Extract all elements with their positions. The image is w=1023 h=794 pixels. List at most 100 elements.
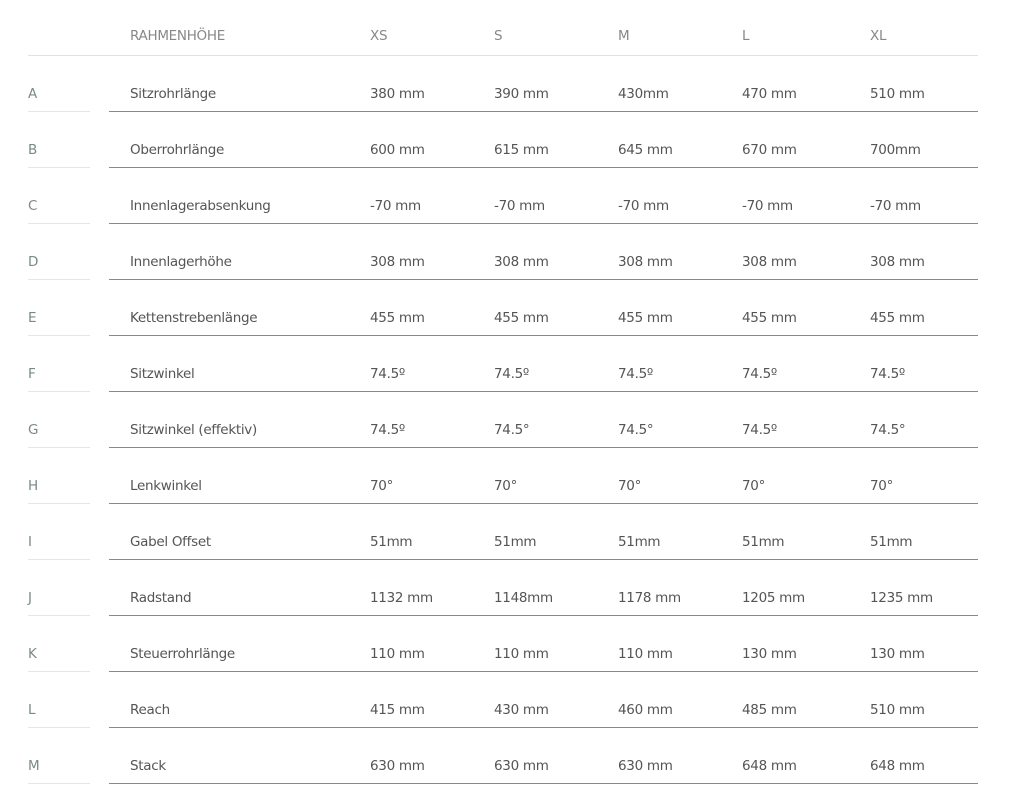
row-value: -70 mm — [370, 198, 421, 214]
row-divider — [109, 671, 978, 672]
row-value: 51mm — [870, 534, 913, 550]
row-value: 510 mm — [870, 86, 925, 102]
row-value: 460 mm — [618, 702, 673, 718]
row-divider — [109, 559, 978, 560]
row-value: 308 mm — [494, 254, 549, 270]
row-value: 308 mm — [618, 254, 673, 270]
table-row: K Steuerrohrlänge 110 mm 110 mm 110 mm 130 mm… — [0, 616, 1023, 672]
row-label: Kettenstrebenlänge — [130, 310, 258, 326]
row-letter: B — [28, 112, 90, 168]
row-label: Radstand — [130, 590, 192, 606]
row-divider — [109, 391, 978, 392]
row-value: -70 mm — [618, 198, 669, 214]
table-row: G Sitzwinkel (effektiv) 74.5º 74.5° 74.5° 74.… — [0, 392, 1023, 448]
row-value: 455 mm — [870, 310, 925, 326]
row-divider — [109, 615, 978, 616]
row-value: 1132 mm — [370, 590, 433, 606]
row-value: 630 mm — [494, 758, 549, 774]
row-letter-text: H — [28, 478, 38, 494]
row-value: 74.5° — [618, 422, 654, 438]
table-row: F Sitzwinkel 74.5º 74.5º 74.5º 74.5º 74.5º — [0, 336, 1023, 392]
row-letter: E — [28, 280, 90, 336]
row-label: Oberrohrlänge — [130, 142, 224, 158]
row-value: 1148mm — [494, 590, 553, 606]
row-label: Sitzwinkel (effektiv) — [130, 422, 257, 438]
row-value: 74.5° — [870, 422, 906, 438]
row-value: 70° — [618, 478, 642, 494]
row-value: 648 mm — [870, 758, 925, 774]
row-value: -70 mm — [494, 198, 545, 214]
row-value: 470 mm — [742, 86, 797, 102]
row-value: 455 mm — [742, 310, 797, 326]
table-header: RAHMENHÖHE XS S M L XL — [28, 0, 978, 56]
row-letter-text: D — [28, 254, 39, 270]
row-value: 455 mm — [370, 310, 425, 326]
row-divider — [109, 503, 978, 504]
row-value: 74.5º — [494, 366, 529, 382]
row-value: 130 mm — [742, 646, 797, 662]
table-row: I Gabel Offset 51mm 51mm 51mm 51mm 51mm — [0, 504, 1023, 560]
row-value: 308 mm — [870, 254, 925, 270]
row-letter: L — [28, 672, 90, 728]
row-letter-text: I — [28, 534, 32, 550]
row-letter-text: A — [28, 86, 37, 102]
row-value: 51mm — [742, 534, 785, 550]
header-size-s: S — [494, 28, 503, 44]
row-letter-text: E — [28, 310, 37, 326]
row-value: 630 mm — [370, 758, 425, 774]
row-value: 455 mm — [618, 310, 673, 326]
row-value: 74.5º — [742, 366, 777, 382]
row-value: 70° — [870, 478, 894, 494]
row-value: 430mm — [618, 86, 669, 102]
row-value: 430 mm — [494, 702, 549, 718]
row-letter-text: G — [28, 422, 39, 438]
row-value: 74.5º — [370, 366, 405, 382]
row-value: 1178 mm — [618, 590, 681, 606]
row-value: 670 mm — [742, 142, 797, 158]
row-label: Steuerrohrlänge — [130, 646, 235, 662]
row-label: Lenkwinkel — [130, 478, 202, 494]
row-label: Reach — [130, 702, 170, 718]
row-letter: M — [28, 728, 90, 784]
row-label: Stack — [130, 758, 166, 774]
row-value: 74.5º — [370, 422, 405, 438]
row-value: 110 mm — [494, 646, 549, 662]
row-letter: D — [28, 224, 90, 280]
row-value: 110 mm — [618, 646, 673, 662]
table-row: H Lenkwinkel 70° 70° 70° 70° 70° — [0, 448, 1023, 504]
row-value: 600 mm — [370, 142, 425, 158]
row-value: 1235 mm — [870, 590, 933, 606]
row-value: 700mm — [870, 142, 921, 158]
row-divider — [109, 447, 978, 448]
row-label: Gabel Offset — [130, 534, 211, 550]
row-value: 74.5º — [742, 422, 777, 438]
row-value: 130 mm — [870, 646, 925, 662]
row-value: 51mm — [618, 534, 661, 550]
row-letter: C — [28, 168, 90, 224]
row-value: 70° — [742, 478, 766, 494]
row-letter-text: M — [28, 758, 40, 774]
table-row: L Reach 415 mm 430 mm 460 mm 485 mm 510 mm — [0, 672, 1023, 728]
row-value: 415 mm — [370, 702, 425, 718]
row-letter: H — [28, 448, 90, 504]
row-value: 648 mm — [742, 758, 797, 774]
row-letter: K — [28, 616, 90, 672]
row-value: -70 mm — [870, 198, 921, 214]
row-label: Sitzrohrlänge — [130, 86, 216, 102]
header-size-xs: XS — [370, 28, 388, 44]
row-value: 615 mm — [494, 142, 549, 158]
row-letter-text: B — [28, 142, 37, 158]
row-letter: A — [28, 56, 90, 112]
row-letter-text: L — [28, 702, 36, 718]
row-value: 74.5° — [494, 422, 530, 438]
row-value: 74.5º — [870, 366, 905, 382]
table-row: C Innenlagerabsenkung -70 mm -70 mm -70 mm -7… — [0, 168, 1023, 224]
row-divider — [109, 223, 978, 224]
row-value: 510 mm — [870, 702, 925, 718]
row-value: 74.5º — [618, 366, 653, 382]
row-divider — [109, 727, 978, 728]
row-value: 485 mm — [742, 702, 797, 718]
row-value: 630 mm — [618, 758, 673, 774]
row-divider — [109, 335, 978, 336]
row-letter: F — [28, 336, 90, 392]
